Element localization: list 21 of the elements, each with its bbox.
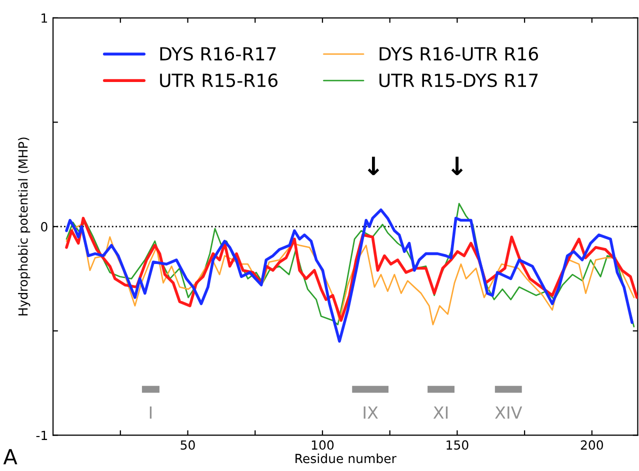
annotation: XIV bbox=[495, 406, 522, 419]
x-axis-title: Residue number bbox=[296, 454, 396, 464]
legend-label: UTR R15-DYS R17 bbox=[379, 73, 538, 88]
y-axis-title: Hydrophobic potential (MHP) bbox=[18, 138, 30, 316]
text: A bbox=[3, 449, 18, 464]
annotation: ↓ bbox=[451, 156, 463, 176]
legend-label: DYS R16-UTR R16 bbox=[380, 46, 538, 61]
y-tick-label: -1 bbox=[36, 430, 48, 440]
x-tick-label: 200 bbox=[580, 440, 604, 450]
x-tick-label: 50 bbox=[180, 440, 195, 450]
x-tick-label: 100 bbox=[312, 440, 334, 450]
annotation: IX bbox=[364, 406, 378, 419]
annotation: I bbox=[150, 406, 152, 419]
y-tick-label: 0 bbox=[41, 222, 48, 232]
y-tick-label: 1 bbox=[42, 14, 48, 23]
line-series bbox=[65, 208, 634, 343]
x-tick-label: 150 bbox=[446, 440, 468, 450]
legend-label: UTR R15-R16 bbox=[160, 73, 278, 88]
annotation: ↓ bbox=[368, 156, 380, 176]
legend-label: DYS R16-R17 bbox=[160, 46, 276, 61]
annotation: XI bbox=[433, 406, 448, 419]
